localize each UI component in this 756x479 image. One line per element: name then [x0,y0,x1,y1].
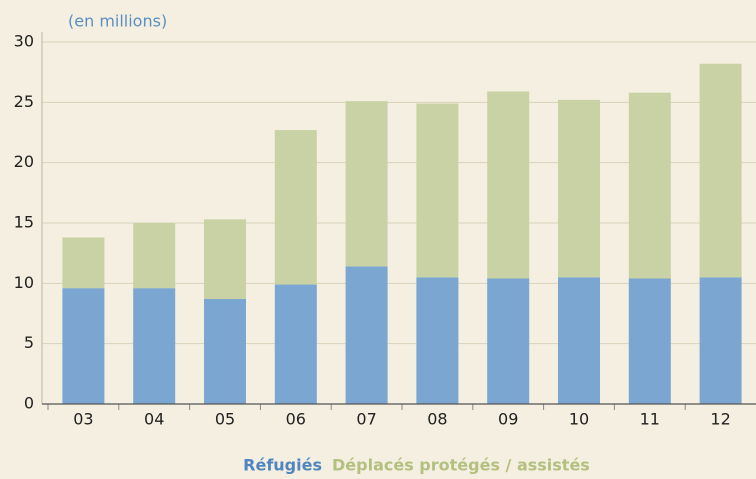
x-tick-label: 07 [356,410,376,429]
bar-segment [62,237,105,289]
y-tick-label: 20 [14,152,34,171]
legend-label: Déplacés protégés / assistés [332,456,590,475]
bar-segment [274,284,317,404]
bar-segment [699,277,742,404]
x-tick-label: 10 [569,410,589,429]
x-tick-label: 09 [498,410,518,429]
bar-segment [416,103,459,278]
y-tick-label: 0 [24,394,34,413]
y-tick-label: 30 [14,32,34,51]
bar-segment [274,130,317,285]
bar-segment [204,219,246,300]
y-tick-label: 15 [14,213,34,232]
bar-segment [133,223,176,289]
x-tick-label: 12 [710,410,730,429]
bar-segment [558,99,600,278]
bar-segment [487,91,530,279]
x-tick-label: 05 [215,410,235,429]
y-tick-label: 5 [24,333,34,352]
x-tick-label: 06 [286,410,306,429]
bar-segment [345,101,388,267]
y-tick-label: 10 [14,273,34,292]
bar-segment [558,277,600,404]
bar-segment [699,63,742,278]
bar-segment [628,92,671,279]
bar-segment [133,288,176,404]
x-tick-label: 11 [640,410,660,429]
x-tick-label: 04 [144,410,164,429]
x-tick-label: 08 [427,410,447,429]
bar-segment [628,278,671,404]
bar-segment [345,266,388,404]
y-tick-label: 25 [14,92,34,111]
unit-label: (en millions) [68,12,167,31]
bar-segment [62,288,105,404]
x-tick-label: 03 [73,410,93,429]
legend-label: Réfugiés [243,456,322,475]
bar-segment [487,278,530,404]
bar-segment [204,299,246,404]
bar-segment [416,277,459,404]
